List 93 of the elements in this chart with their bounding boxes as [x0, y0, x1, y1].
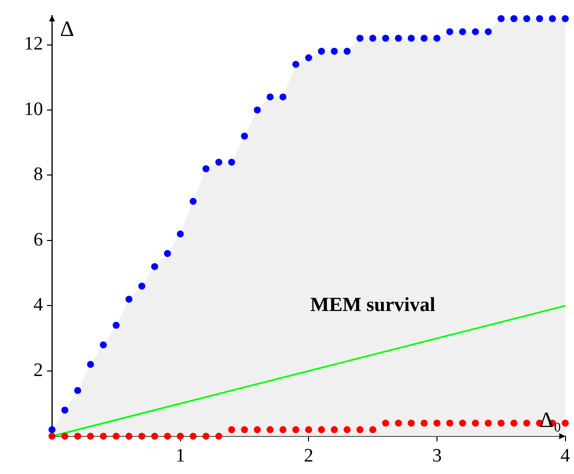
point — [151, 432, 158, 440]
point — [164, 432, 171, 440]
point — [215, 432, 222, 440]
point — [369, 426, 376, 434]
point — [100, 341, 107, 348]
point — [74, 387, 82, 394]
point — [408, 420, 415, 427]
point — [472, 420, 479, 427]
x-axis-title: Δ₀ — [539, 406, 562, 432]
point — [510, 420, 518, 427]
point — [100, 432, 107, 440]
point — [472, 28, 479, 36]
point — [356, 34, 364, 42]
y-tick-label: 12 — [24, 34, 43, 55]
point — [202, 165, 210, 172]
point — [330, 426, 338, 434]
point — [266, 426, 274, 434]
point — [318, 426, 325, 434]
point — [254, 426, 261, 434]
point — [125, 432, 132, 440]
point — [356, 426, 364, 434]
point — [215, 158, 222, 166]
point — [459, 28, 466, 36]
point — [190, 432, 197, 440]
point — [305, 426, 312, 434]
point — [446, 28, 454, 36]
point — [190, 198, 197, 205]
point — [408, 34, 415, 42]
point — [562, 15, 569, 22]
y-tick-label: 4 — [34, 294, 44, 316]
point — [484, 28, 492, 36]
point — [330, 48, 338, 55]
point — [48, 432, 56, 440]
point — [112, 432, 120, 440]
point — [138, 432, 146, 440]
point — [394, 420, 402, 427]
point — [176, 230, 184, 238]
point — [459, 420, 466, 427]
point — [292, 60, 300, 68]
point — [74, 432, 82, 440]
point — [279, 93, 286, 100]
point — [420, 420, 428, 427]
x-tick-label: 3 — [432, 446, 442, 467]
annotation: MEM survival — [310, 294, 436, 316]
point — [446, 420, 454, 427]
point — [240, 132, 248, 140]
point — [498, 15, 505, 22]
point — [228, 426, 236, 434]
point — [498, 420, 505, 427]
point — [433, 34, 440, 42]
x-tick-label: 2 — [304, 446, 314, 467]
y-tick-label: 2 — [34, 360, 43, 381]
point — [344, 48, 351, 55]
x-tick-label: 1 — [176, 446, 186, 467]
point — [164, 250, 171, 258]
point — [305, 54, 312, 62]
y-tick-label: 6 — [34, 229, 43, 250]
point — [48, 426, 56, 434]
y-tick-label: 10 — [24, 98, 43, 120]
point — [176, 432, 184, 440]
point — [266, 93, 274, 100]
point — [523, 15, 530, 22]
point — [548, 15, 556, 22]
point — [433, 420, 440, 427]
point — [382, 34, 390, 42]
point — [228, 158, 236, 166]
point — [61, 432, 68, 440]
point — [151, 263, 158, 270]
point — [318, 48, 325, 55]
x-tick-label: 4 — [560, 446, 570, 467]
point — [202, 432, 210, 440]
point — [382, 420, 390, 427]
y-axis-title: Δ — [60, 16, 74, 42]
point — [523, 420, 530, 427]
point — [369, 34, 376, 42]
y-tick-label: 8 — [34, 164, 43, 186]
point — [394, 34, 402, 42]
point — [254, 106, 261, 114]
point — [510, 15, 518, 22]
point — [536, 15, 544, 22]
point — [86, 432, 94, 440]
point — [112, 322, 120, 329]
point — [420, 34, 428, 42]
point — [240, 426, 248, 434]
point — [562, 420, 569, 427]
point — [125, 296, 132, 303]
point — [86, 360, 94, 368]
point — [484, 420, 492, 427]
point — [138, 282, 146, 290]
point — [292, 426, 300, 434]
point — [344, 426, 351, 434]
point — [61, 406, 68, 414]
point — [279, 426, 286, 434]
